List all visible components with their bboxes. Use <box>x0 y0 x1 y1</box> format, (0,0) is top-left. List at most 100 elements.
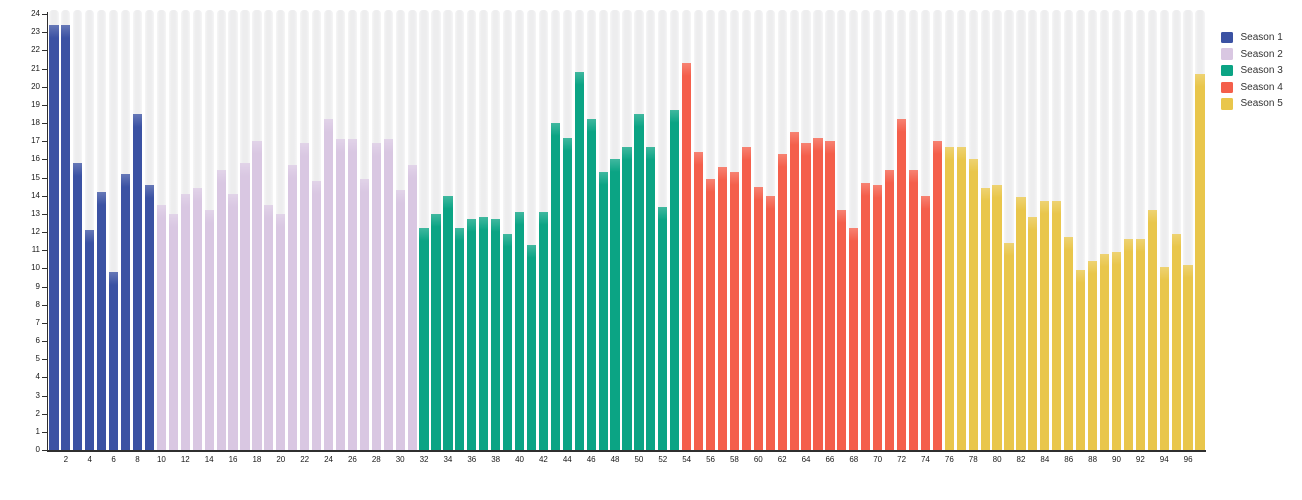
bar-episode-82[interactable] <box>1016 197 1026 450</box>
bar-episode-52[interactable] <box>658 206 668 450</box>
bar-episode-73[interactable] <box>908 170 919 450</box>
bar-episode-12[interactable] <box>180 193 190 450</box>
bar-episode-47[interactable] <box>598 172 608 450</box>
bar-episode-54[interactable] <box>682 63 692 450</box>
bar-episode-20[interactable] <box>276 213 286 450</box>
bar-episode-30[interactable] <box>395 190 405 450</box>
bar-episode-78[interactable] <box>968 159 978 450</box>
bar-episode-93[interactable] <box>1147 210 1157 450</box>
bar-episode-42[interactable] <box>538 212 549 450</box>
bar-episode-89[interactable] <box>1099 253 1110 450</box>
bar-episode-58[interactable] <box>729 172 740 450</box>
bar-episode-83[interactable] <box>1028 217 1038 450</box>
bar-episode-97[interactable] <box>1195 73 1205 450</box>
bar-episode-60[interactable] <box>753 186 763 450</box>
legend-item-season-3[interactable]: Season 3 <box>1221 64 1283 77</box>
legend-item-season-5[interactable]: Season 5 <box>1221 97 1283 110</box>
bar-episode-25[interactable] <box>335 139 346 450</box>
bar-episode-39[interactable] <box>503 233 513 450</box>
bar-episode-44[interactable] <box>562 137 572 450</box>
bar-episode-19[interactable] <box>264 204 274 450</box>
bar-episode-22[interactable] <box>300 142 310 450</box>
bar-episode-45[interactable] <box>574 72 584 450</box>
bar-episode-75[interactable] <box>932 141 942 450</box>
bar-episode-74[interactable] <box>920 195 931 450</box>
bar-episode-3[interactable] <box>73 162 83 450</box>
bar-episode-31[interactable] <box>407 164 417 450</box>
bar-episode-26[interactable] <box>347 139 357 450</box>
bar-episode-70[interactable] <box>873 184 883 450</box>
bar-episode-16[interactable] <box>228 193 238 450</box>
bar-episode-13[interactable] <box>192 188 202 450</box>
bar-episode-14[interactable] <box>204 210 214 450</box>
bar-episode-90[interactable] <box>1111 251 1122 450</box>
bar-episode-57[interactable] <box>717 166 728 450</box>
bar-episode-15[interactable] <box>216 170 226 450</box>
bar-episode-17[interactable] <box>240 162 250 450</box>
bar-episode-18[interactable] <box>252 141 262 450</box>
bar-episode-9[interactable] <box>144 184 155 450</box>
bar-episode-85[interactable] <box>1052 201 1062 450</box>
bar-episode-21[interactable] <box>288 164 298 450</box>
bar-episode-61[interactable] <box>765 195 775 450</box>
bar-episode-59[interactable] <box>741 146 751 450</box>
bar-episode-87[interactable] <box>1076 270 1086 450</box>
bar-episode-76[interactable] <box>944 146 954 450</box>
bar-episode-37[interactable] <box>479 217 489 450</box>
bar-episode-8[interactable] <box>132 113 143 450</box>
bar-episode-23[interactable] <box>312 181 322 450</box>
bar-episode-63[interactable] <box>789 132 799 450</box>
bar-episode-80[interactable] <box>992 184 1002 450</box>
bar-episode-1[interactable] <box>49 24 59 450</box>
bar-episode-72[interactable] <box>896 119 907 450</box>
legend-item-season-4[interactable]: Season 4 <box>1221 81 1283 94</box>
bar-episode-36[interactable] <box>467 219 477 450</box>
bar-episode-69[interactable] <box>861 182 871 450</box>
bar-episode-86[interactable] <box>1064 237 1074 450</box>
bar-episode-35[interactable] <box>455 228 465 450</box>
bar-episode-38[interactable] <box>491 219 501 450</box>
bar-episode-68[interactable] <box>849 228 859 450</box>
bar-episode-28[interactable] <box>371 142 381 450</box>
bar-episode-88[interactable] <box>1087 261 1098 450</box>
bar-episode-64[interactable] <box>801 142 811 450</box>
bar-episode-46[interactable] <box>586 119 596 450</box>
bar-episode-5[interactable] <box>97 192 107 450</box>
bar-episode-79[interactable] <box>980 188 990 450</box>
bar-episode-40[interactable] <box>514 212 525 450</box>
bar-episode-92[interactable] <box>1135 239 1145 450</box>
legend-item-season-2[interactable]: Season 2 <box>1221 48 1283 61</box>
bar-episode-53[interactable] <box>670 110 680 450</box>
bar-episode-55[interactable] <box>694 152 704 450</box>
bar-episode-48[interactable] <box>610 159 620 450</box>
bar-episode-7[interactable] <box>121 173 131 450</box>
bar-episode-50[interactable] <box>634 113 644 450</box>
bar-episode-84[interactable] <box>1040 201 1050 450</box>
bar-episode-65[interactable] <box>813 137 823 450</box>
bar-episode-95[interactable] <box>1171 233 1181 450</box>
bar-episode-81[interactable] <box>1004 242 1014 450</box>
bar-episode-34[interactable] <box>443 195 453 450</box>
bar-episode-43[interactable] <box>550 123 560 450</box>
bar-episode-27[interactable] <box>359 179 369 450</box>
bar-episode-66[interactable] <box>825 141 835 450</box>
bar-episode-11[interactable] <box>168 213 178 450</box>
bar-episode-41[interactable] <box>526 244 537 450</box>
bar-episode-67[interactable] <box>837 210 847 450</box>
bar-episode-6[interactable] <box>109 271 119 450</box>
bar-episode-4[interactable] <box>85 230 95 450</box>
bar-episode-77[interactable] <box>956 146 966 450</box>
bar-episode-32[interactable] <box>419 228 429 450</box>
bar-episode-51[interactable] <box>646 146 656 450</box>
bar-episode-2[interactable] <box>61 24 71 450</box>
bar-episode-96[interactable] <box>1183 264 1193 450</box>
bar-episode-29[interactable] <box>383 139 393 450</box>
bar-episode-56[interactable] <box>705 179 716 450</box>
bar-episode-24[interactable] <box>323 119 334 450</box>
bar-episode-71[interactable] <box>885 170 895 450</box>
bar-episode-62[interactable] <box>777 153 787 450</box>
bar-episode-94[interactable] <box>1159 266 1169 450</box>
legend-item-season-1[interactable]: Season 1 <box>1221 31 1283 44</box>
bar-episode-49[interactable] <box>622 146 632 450</box>
bar-episode-10[interactable] <box>156 204 166 450</box>
